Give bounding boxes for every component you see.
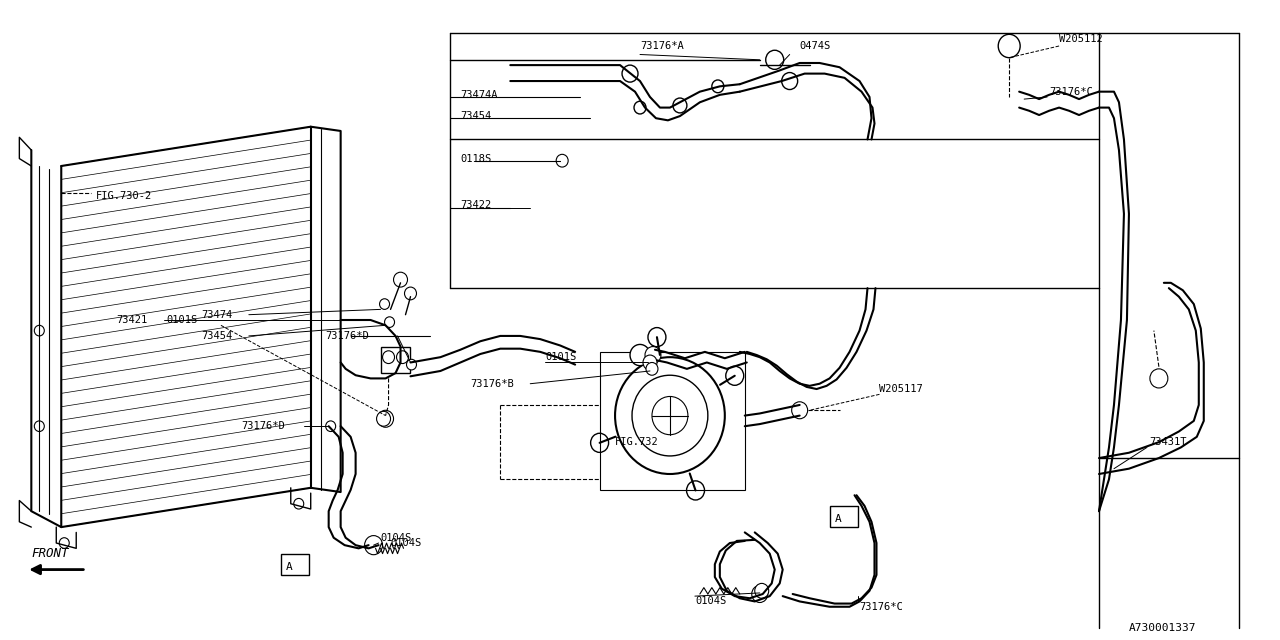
Circle shape <box>383 351 394 364</box>
Circle shape <box>393 272 407 287</box>
Text: 0104S: 0104S <box>390 538 422 548</box>
Circle shape <box>35 325 45 336</box>
Circle shape <box>791 402 808 419</box>
Circle shape <box>712 80 723 93</box>
Circle shape <box>755 584 769 598</box>
Circle shape <box>365 536 383 555</box>
Text: 73176*C: 73176*C <box>860 602 904 612</box>
Circle shape <box>35 421 45 431</box>
Circle shape <box>293 499 303 509</box>
Circle shape <box>998 35 1020 58</box>
Circle shape <box>673 98 687 113</box>
Bar <box>829 506 858 527</box>
Text: 73422: 73422 <box>461 200 492 211</box>
Circle shape <box>643 355 657 370</box>
Text: FIG.730-2: FIG.730-2 <box>96 191 152 201</box>
Circle shape <box>380 299 389 309</box>
Bar <box>280 554 308 575</box>
Text: FIG.732: FIG.732 <box>616 437 659 447</box>
Text: 73176*C: 73176*C <box>1050 86 1093 97</box>
Text: 73474: 73474 <box>201 310 232 320</box>
Circle shape <box>634 101 646 114</box>
Circle shape <box>652 396 687 435</box>
Text: 0118S: 0118S <box>461 154 492 164</box>
Circle shape <box>384 317 394 328</box>
Text: 73431T: 73431T <box>1149 437 1187 447</box>
Text: 73176*D: 73176*D <box>325 331 370 341</box>
Circle shape <box>397 351 408 364</box>
Circle shape <box>726 366 744 385</box>
Circle shape <box>630 344 650 365</box>
Text: 0101S: 0101S <box>545 352 576 362</box>
Text: 0104S: 0104S <box>695 596 726 607</box>
Text: A: A <box>835 514 841 524</box>
Circle shape <box>646 362 658 375</box>
Circle shape <box>378 410 393 428</box>
Circle shape <box>376 412 390 426</box>
Text: 73454: 73454 <box>201 331 232 341</box>
Text: FRONT: FRONT <box>31 547 69 560</box>
Text: A730001337: A730001337 <box>1129 623 1197 633</box>
Text: 73474A: 73474A <box>461 90 498 100</box>
Circle shape <box>632 375 708 456</box>
Circle shape <box>751 586 768 602</box>
Text: 73176*A: 73176*A <box>640 41 684 51</box>
Circle shape <box>590 433 608 452</box>
Text: W205117: W205117 <box>879 384 923 394</box>
Text: W205112: W205112 <box>1059 33 1103 44</box>
Circle shape <box>557 154 568 167</box>
Text: 73421: 73421 <box>116 315 147 325</box>
Bar <box>380 346 411 373</box>
Circle shape <box>59 538 69 548</box>
Circle shape <box>616 357 724 474</box>
Text: 0474S: 0474S <box>800 41 831 51</box>
Circle shape <box>782 72 797 90</box>
Text: 73176*B: 73176*B <box>470 379 515 388</box>
Circle shape <box>645 346 660 364</box>
Circle shape <box>622 65 637 82</box>
Circle shape <box>686 481 704 500</box>
Circle shape <box>325 421 335 431</box>
Circle shape <box>648 328 666 347</box>
Text: 0101S: 0101S <box>166 315 197 325</box>
Circle shape <box>1149 369 1167 388</box>
Text: 0104S: 0104S <box>380 532 412 543</box>
Circle shape <box>765 51 783 69</box>
Bar <box>600 352 745 490</box>
Circle shape <box>407 359 416 370</box>
Text: A: A <box>285 563 293 572</box>
Circle shape <box>404 287 416 300</box>
Text: 73176*D: 73176*D <box>241 421 284 431</box>
Text: 73454: 73454 <box>461 111 492 121</box>
